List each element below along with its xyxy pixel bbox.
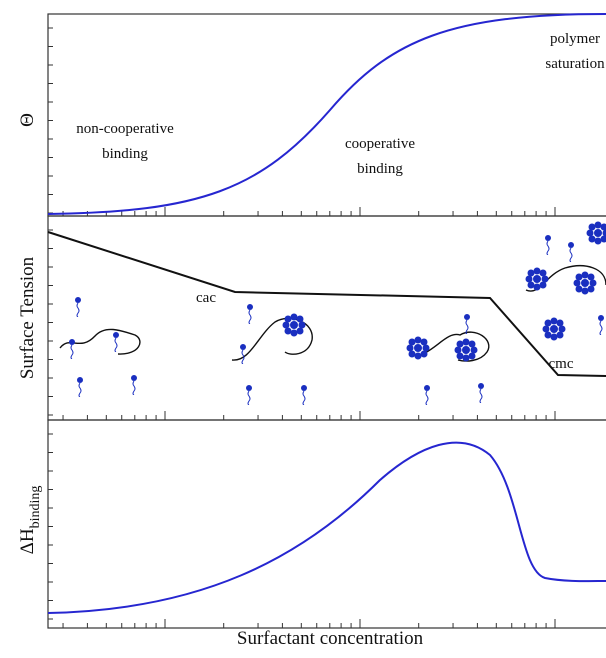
annotation: saturation (545, 56, 605, 72)
illustrations (60, 266, 606, 361)
annotation: cmc (549, 356, 574, 372)
annotation: cac (196, 290, 216, 306)
annotation: cooperative (345, 136, 415, 152)
y-label-main: ΔH (17, 528, 38, 554)
annotation: non-cooperative (76, 121, 174, 137)
annotation: binding (102, 146, 148, 162)
annotation: polymer (550, 31, 600, 47)
y-label-sub: binding (28, 486, 43, 529)
annotation: binding (357, 161, 403, 177)
tension-line (48, 232, 606, 376)
y-label: Surface Tension (17, 256, 38, 379)
enthalpy-curve (48, 443, 606, 613)
x-label: Surfactant concentration (237, 628, 424, 649)
micelles (283, 222, 606, 362)
y-label: Θ (17, 113, 38, 127)
y-label: ΔHbinding (17, 486, 43, 555)
theta-curve (48, 14, 606, 214)
surfactants (69, 235, 604, 405)
